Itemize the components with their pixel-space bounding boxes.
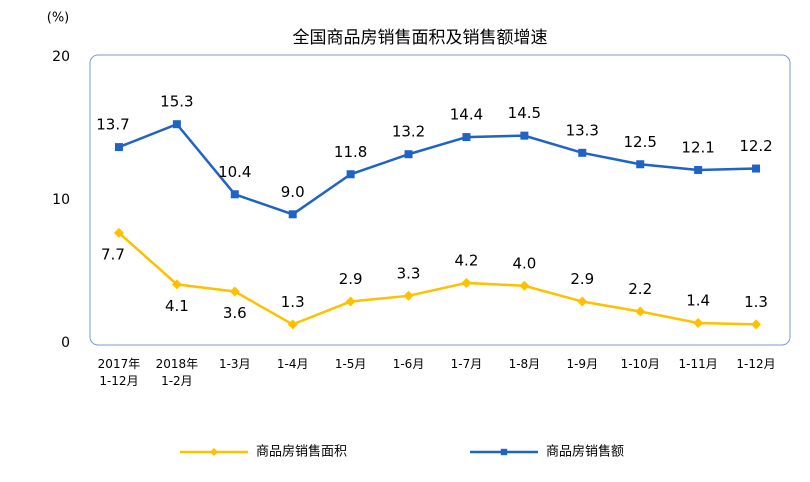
marker xyxy=(519,280,530,291)
x-tick-label: 1-11月 xyxy=(678,357,718,371)
marker xyxy=(172,120,181,129)
data-label: 2.9 xyxy=(570,270,594,288)
data-label: 1.4 xyxy=(686,291,710,309)
data-label: 4.1 xyxy=(165,297,189,315)
marker xyxy=(636,160,645,169)
marker xyxy=(520,131,529,140)
data-label: 1.3 xyxy=(744,293,768,311)
x-tick-label: 1-12月 xyxy=(736,357,776,371)
marker xyxy=(635,306,646,317)
marker xyxy=(287,319,298,330)
marker xyxy=(288,210,297,219)
y-axis-label: (%) xyxy=(47,11,70,26)
x-tick-label: 1-10月 xyxy=(620,357,660,371)
marker xyxy=(229,286,240,297)
data-label: 1.3 xyxy=(281,293,305,311)
x-tick-label: 1-8月 xyxy=(508,357,541,371)
marker xyxy=(751,319,762,330)
marker xyxy=(113,227,124,238)
plot-frame xyxy=(89,54,791,346)
data-label: 4.2 xyxy=(455,251,479,269)
y-tick-label: 10 xyxy=(52,192,70,208)
marker xyxy=(230,190,239,199)
data-label: 10.4 xyxy=(218,163,251,181)
marker xyxy=(461,277,472,288)
data-label: 9.0 xyxy=(281,183,305,201)
data-label: 15.3 xyxy=(160,93,193,111)
marker xyxy=(578,148,587,157)
data-label: 4.0 xyxy=(512,254,536,272)
data-label: 3.6 xyxy=(223,304,247,322)
x-tick-label: 1-9月 xyxy=(566,357,599,371)
legend-label: 商品房销售额 xyxy=(546,444,624,460)
series-line xyxy=(118,122,757,216)
marker xyxy=(500,448,508,456)
marker xyxy=(210,448,218,456)
x-tick-label: 2017年 1-12月 xyxy=(97,357,141,388)
data-label: 7.7 xyxy=(101,245,125,263)
x-tick-label: 1-5月 xyxy=(334,357,367,371)
data-label: 13.7 xyxy=(96,116,129,134)
x-tick-label: 1-4月 xyxy=(276,357,309,371)
marker xyxy=(114,143,123,152)
data-label: 2.2 xyxy=(628,280,652,298)
marker xyxy=(404,150,413,159)
legend-label: 商品房销售面积 xyxy=(256,444,347,460)
data-label: 11.8 xyxy=(334,143,367,161)
marker xyxy=(752,164,761,173)
marker xyxy=(462,133,471,142)
x-tick-label: 1-7月 xyxy=(450,357,483,371)
marker xyxy=(403,290,414,301)
marker xyxy=(346,170,355,179)
y-tick-label: 20 xyxy=(52,49,70,65)
data-label: 14.4 xyxy=(450,106,483,124)
x-tick-label: 2018年 1-2月 xyxy=(155,357,199,388)
data-label: 12.5 xyxy=(624,133,657,151)
data-label: 2.9 xyxy=(339,270,363,288)
marker xyxy=(694,165,703,174)
marker xyxy=(577,296,588,307)
data-label: 12.2 xyxy=(739,137,772,155)
data-label: 14.5 xyxy=(508,104,541,122)
marker xyxy=(693,317,704,328)
y-tick-label: 0 xyxy=(61,335,70,351)
x-tick-label: 1-3月 xyxy=(218,357,251,371)
x-tick-label: 1-6月 xyxy=(392,357,425,371)
data-label: 12.1 xyxy=(681,138,714,156)
marker xyxy=(171,279,182,290)
chart-title: 全国商品房销售面积及销售额增速 xyxy=(293,28,548,48)
data-label: 13.3 xyxy=(566,121,599,139)
data-label: 3.3 xyxy=(397,264,421,282)
data-label: 13.2 xyxy=(392,123,425,141)
series-line xyxy=(118,231,757,326)
marker xyxy=(345,296,356,307)
